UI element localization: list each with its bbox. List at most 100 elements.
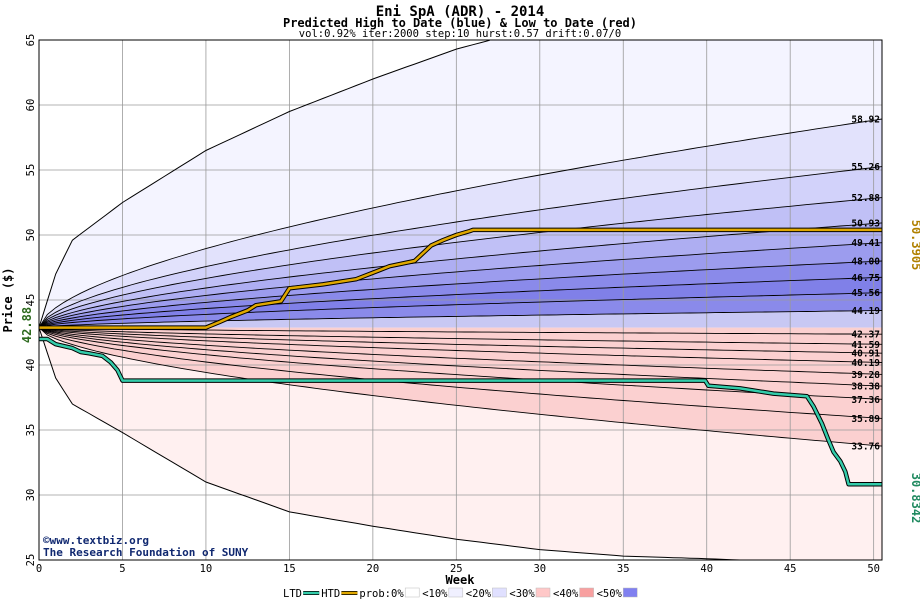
ltd-line <box>39 337 882 486</box>
x-tick-label: 10 <box>200 563 213 575</box>
legend-label: <20% <box>466 588 492 600</box>
quantile-label: 37.36 <box>851 395 880 406</box>
chart-params: vol:0.92% iter:2000 step:10 hurst:0.57 d… <box>299 28 621 40</box>
y-tick-label: 30 <box>25 489 37 502</box>
quantile-label: 52.88 <box>851 193 880 204</box>
quantile-label: 45.56 <box>851 288 880 299</box>
quantile-label: 50.93 <box>851 218 880 229</box>
y-tick-label: 45 <box>25 294 37 307</box>
quantile-label: 48.00 <box>851 257 880 268</box>
legend-label: <30% <box>509 588 535 600</box>
quantile-line-2 <box>38 197 883 328</box>
quantile-label: 46.75 <box>851 273 880 284</box>
legend-swatch <box>404 587 420 598</box>
legend-swatch <box>448 587 464 598</box>
x-axis-ticks: 0 5 10 15 20 25 30 35 40 45 50 <box>36 563 880 575</box>
x-tick-label: 35 <box>617 563 630 575</box>
quantile-line-8 <box>38 310 883 329</box>
quantile-line-7 <box>38 292 883 329</box>
legend-swatch <box>622 587 638 598</box>
quantile-label: 40.91 <box>851 349 880 360</box>
quantile-line-11 <box>38 327 883 354</box>
legend-swatch <box>535 587 551 598</box>
chart-subtitle: Predicted High to Date (blue) & Low to D… <box>283 16 637 30</box>
high-band-5 <box>39 242 882 328</box>
legend-label: <40% <box>553 588 579 600</box>
x-tick-label: 50 <box>867 563 880 575</box>
quantile-label: 42.37 <box>851 330 880 341</box>
quantile-label: 55.26 <box>851 162 880 173</box>
y-tick-label: 50 <box>25 229 37 242</box>
quantile-label: 58.92 <box>851 115 880 126</box>
legend: LTD HTD prob:0% <10% <20% <30% <40% <50% <box>283 587 638 600</box>
legend-label: LTD <box>283 588 302 600</box>
x-tick-label: 5 <box>119 563 125 575</box>
grid-lines <box>38 39 882 561</box>
quantile-line-5 <box>38 260 883 329</box>
quantile-line-13 <box>38 327 883 375</box>
y-tick-label: 55 <box>25 164 37 177</box>
y-tick-label: 35 <box>25 424 37 437</box>
quantile-line-6 <box>38 276 883 329</box>
quantile-line-3 <box>38 222 883 328</box>
x-tick-label: 45 <box>784 563 797 575</box>
probability-bands <box>39 40 882 560</box>
credit-line-2: The Research Foundation of SUNY <box>43 546 249 559</box>
y-tick-label: 60 <box>25 99 37 112</box>
quantile-label: 44.19 <box>851 306 880 317</box>
y-axis-label: Price ($) <box>1 267 15 332</box>
quantile-line-1 <box>38 166 883 328</box>
quantile-label: 38.38 <box>851 382 880 393</box>
legend-label: <50% <box>597 588 623 600</box>
chart-title: Eni SpA (ADR) - 2014 <box>376 4 545 20</box>
plot-frame <box>38 39 883 561</box>
x-tick-label: 15 <box>283 563 296 575</box>
high-band-4 <box>39 222 882 328</box>
quantile-label: 49.41 <box>851 238 880 249</box>
high-band-0 <box>39 40 882 328</box>
legend-label: HTD <box>321 588 340 600</box>
high-band-8 <box>39 292 882 328</box>
quantile-line-14 <box>38 327 883 387</box>
quantile-line-4 <box>38 242 883 328</box>
quantile-line-0 <box>38 118 883 328</box>
quantile-label: 35.89 <box>851 414 880 425</box>
htd-line <box>39 228 882 329</box>
x-tick-label: 40 <box>700 563 713 575</box>
credit-line-1: ©www.textbiz.org <box>43 534 149 547</box>
y-tick-label: 40 <box>25 359 37 372</box>
high-band-7 <box>39 277 882 328</box>
htd-end-label: 50.3905 <box>909 220 920 271</box>
high-band-2 <box>39 166 882 328</box>
high-band-1 <box>39 119 882 328</box>
y-tick-label: 65 <box>25 34 37 47</box>
quantile-line-17 <box>38 327 883 447</box>
quantile-label: 41.59 <box>851 340 880 351</box>
quantile-line-12 <box>38 327 883 363</box>
quantile-line-15 <box>38 327 883 400</box>
x-tick-label: 0 <box>36 563 42 575</box>
x-tick-label: 25 <box>450 563 463 575</box>
y-axis-ticks: 25 30 35 40 45 50 55 60 65 <box>25 34 37 567</box>
ltd-end-label: 30.8342 <box>909 473 920 524</box>
quantile-labels: 58.92 55.26 52.88 50.93 49.41 48.00 46.75 45.56… <box>851 115 880 453</box>
quantile-label: 40.19 <box>851 358 880 369</box>
series-lines <box>39 227 882 487</box>
start-price-label: 42.88 <box>20 307 34 343</box>
legend-label: prob:0% <box>359 588 404 600</box>
x-tick-label: 30 <box>533 563 546 575</box>
high-envelope <box>38 39 490 328</box>
quantile-line-10 <box>38 327 883 345</box>
quantile-label: 33.76 <box>851 442 880 453</box>
x-tick-label: 20 <box>367 563 380 575</box>
legend-swatch <box>579 587 594 598</box>
quantile-lines <box>38 118 883 447</box>
quantile-line-16 <box>38 327 883 419</box>
legend-label: <10% <box>422 588 448 600</box>
quantile-label: 39.28 <box>851 370 880 381</box>
legend-swatch <box>492 587 507 598</box>
y-tick-label: 25 <box>25 554 37 567</box>
high-band-9 <box>39 310 882 328</box>
x-axis-label: Week <box>446 573 476 587</box>
